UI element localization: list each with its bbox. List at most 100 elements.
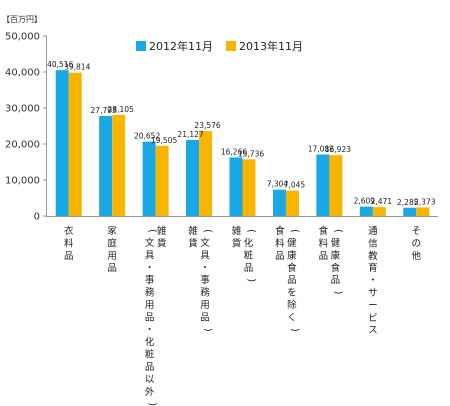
bar-value-label: 20,652 (134, 132, 160, 141)
category-label-char: 用 (107, 251, 117, 262)
category-label-char: ( (289, 229, 300, 233)
category-label-char: 料 (64, 237, 74, 249)
category-label-char: ) (147, 402, 158, 406)
category-label-char: 以 (145, 374, 155, 385)
category-label-char: 雑 (188, 225, 198, 237)
category-label: 雑貨 (157, 225, 167, 249)
category-label-char: 料 (275, 237, 285, 249)
category-label-char: を (287, 288, 297, 299)
y-tick-label: 20,000 (5, 140, 40, 151)
y-tick-label: 50,000 (5, 32, 40, 43)
y-tick-label: 30,000 (5, 104, 40, 115)
bar-2012-2 (142, 141, 156, 216)
category-label-char: 務 (200, 287, 210, 299)
category-label-char: 具 (200, 250, 210, 261)
category-label-char: 品 (244, 263, 254, 274)
category-label-char: 料 (319, 237, 329, 249)
bar-2013-5 (285, 190, 299, 216)
category-label-char: 品 (275, 251, 285, 262)
bar-value-label: 17,082 (308, 145, 334, 154)
category-label-char: 家 (107, 225, 117, 237)
category-label-char: く (287, 312, 297, 323)
category-label-char: 用 (145, 300, 155, 311)
y-tick-label: 0 (34, 212, 40, 223)
legend-label-2012: 2012年11月 (149, 39, 213, 53)
bar-2013-2 (155, 145, 169, 216)
bar-value-label: 2,471 (371, 197, 393, 206)
bar-value-label: 27,793 (91, 106, 117, 115)
category-label-char: 教 (368, 250, 378, 262)
bar-2013-0 (68, 72, 82, 216)
bar-value-label: 19,505 (151, 136, 177, 145)
category-label-char: ) (202, 328, 213, 332)
category-label-char: 貨 (188, 237, 198, 249)
category-label-char: ( (202, 229, 213, 233)
category-label-char: 化 (244, 237, 254, 249)
category-label-char: そ (412, 226, 422, 237)
y-tick-label: 40,000 (5, 68, 40, 79)
bar-value-label: 28,105 (108, 105, 134, 114)
category-label-char: 食 (275, 225, 285, 237)
category-label-char: ・ (368, 276, 378, 287)
category-label-char: ( (332, 229, 343, 233)
category-label-char: ビ (368, 313, 378, 324)
category-label-char: 食 (331, 262, 341, 274)
category-label-char: 品 (145, 312, 155, 323)
category-label: 雑貨 (232, 225, 242, 249)
bar-value-label: 21,127 (177, 130, 203, 139)
category-label-char: 品 (64, 251, 74, 262)
category-label-char: 化 (145, 336, 155, 348)
category-label-char: 外 (145, 386, 155, 398)
bar-2012-1 (99, 115, 113, 216)
category-label-char: 品 (200, 312, 210, 323)
bar-2013-8 (416, 207, 430, 216)
category-label-char: 文 (145, 237, 155, 249)
category-label-char: 貨 (157, 237, 167, 249)
category-label-char: 品 (331, 275, 341, 286)
category-label-char: ( (246, 229, 257, 233)
category-label: その他 (412, 226, 422, 262)
bar-2013-6 (329, 155, 343, 216)
category-label: 衣料品 (64, 225, 74, 262)
bar-value-label: 39,814 (64, 63, 90, 72)
bar-value-label: 15,736 (238, 149, 264, 158)
category-label-char: 康 (287, 249, 297, 261)
bar-value-label: 2,285 (397, 198, 419, 207)
bar-value-label: 7,304 (267, 180, 289, 189)
category-label-char: 文 (200, 237, 210, 249)
bar-value-label: 2,609 (354, 197, 376, 206)
category-label-char: 雑 (157, 225, 167, 237)
category-label-char: 他 (412, 250, 422, 262)
legend-swatch-2013 (226, 41, 236, 51)
category-label-char: ・ (145, 325, 155, 336)
category-label-char: 用 (200, 300, 210, 311)
category-label-char: 品 (319, 251, 329, 262)
category-label-char: 衣 (64, 225, 74, 237)
bar-2013-3 (199, 131, 213, 216)
bar-2012-0 (55, 70, 69, 217)
category-label-char: サ (368, 288, 378, 299)
category-label-char: 品 (107, 263, 117, 274)
bar-2012-6 (316, 154, 330, 216)
bar-value-label: 2,373 (414, 197, 436, 206)
bar-2012-8 (403, 207, 417, 216)
bar-2013-1 (112, 114, 126, 216)
category-label: (化粧品) (244, 229, 257, 282)
category-label-char: 食 (319, 225, 329, 237)
category-label-char: 康 (331, 249, 341, 261)
category-label-char: ・ (200, 263, 210, 274)
category-label-char: 健 (287, 237, 297, 249)
category-label: 雑貨 (188, 225, 198, 249)
legend-swatch-2012 (136, 41, 146, 51)
legend: 2012年11月 2013年11月 (136, 39, 303, 53)
bars (55, 70, 430, 217)
category-label-char: 粧 (145, 349, 155, 361)
category-label-char: ー (368, 300, 378, 311)
